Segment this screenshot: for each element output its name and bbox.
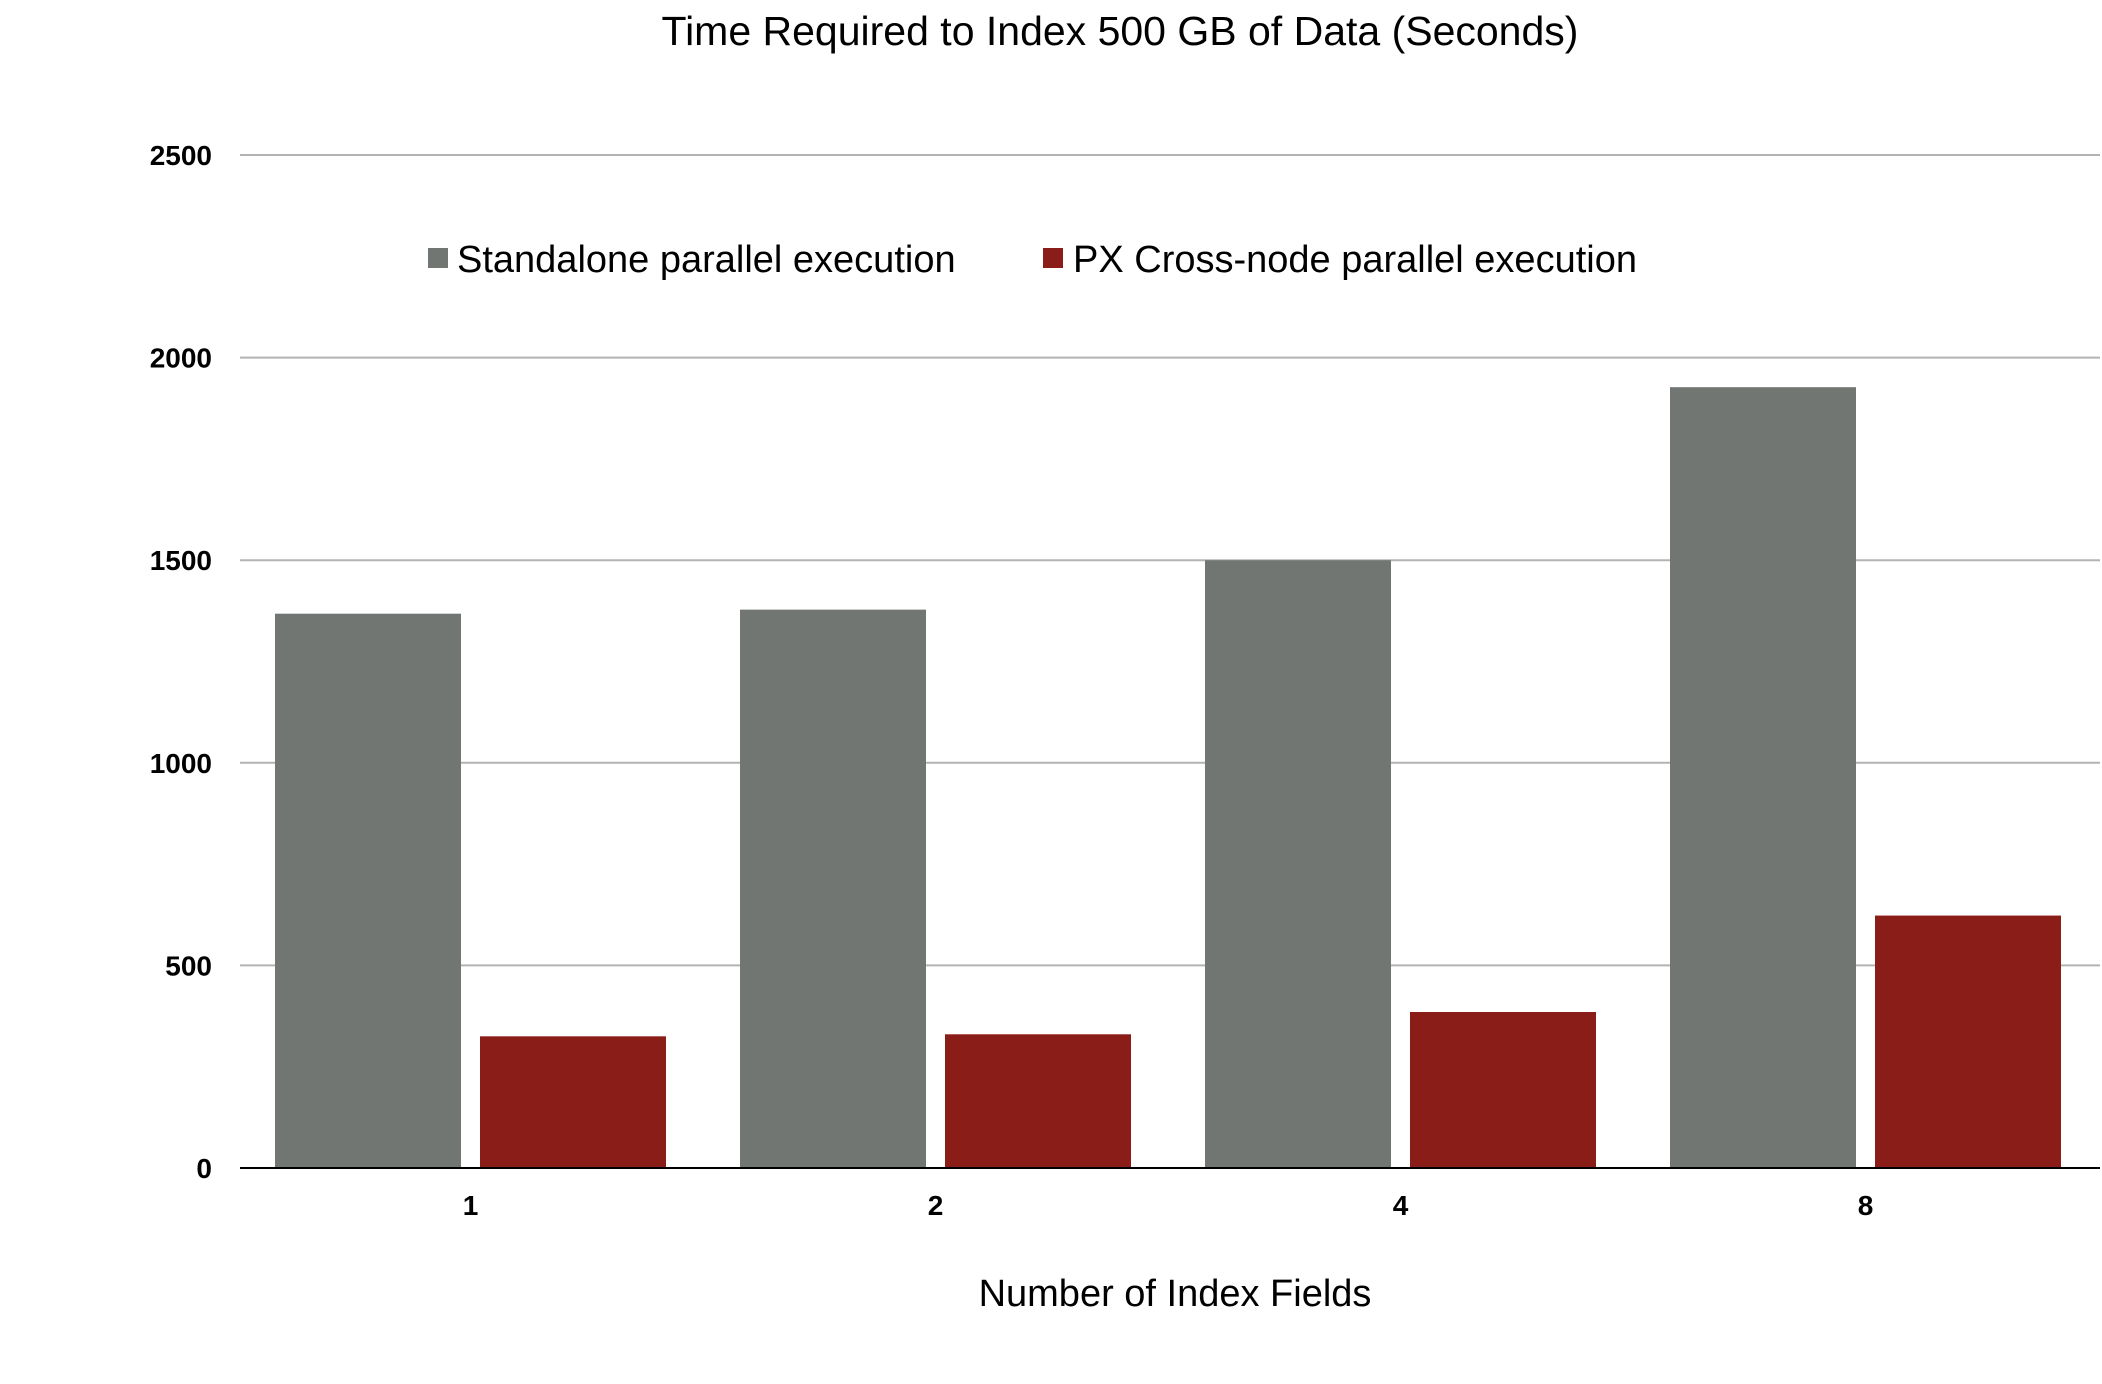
y-axis-ticks: 0 500 1000 1500 2000 2500	[150, 140, 212, 1184]
legend-label: PX Cross-node parallel execution	[1073, 239, 1637, 281]
y-tick-label: 1000	[150, 748, 212, 779]
x-axis-ticks: 1 2 4 8	[463, 1190, 1874, 1221]
y-tick-label: 2500	[150, 140, 212, 171]
bar-standalone-8	[1670, 387, 1856, 1169]
chart-title: Time Required to Index 500 GB of Data (S…	[662, 8, 1579, 54]
bar-standalone-4	[1205, 560, 1391, 1168]
y-tick-label: 500	[165, 950, 212, 981]
bars	[275, 387, 2061, 1169]
x-tick-label: 4	[1393, 1190, 1409, 1221]
bar-standalone-2	[740, 609, 926, 1168]
legend-swatch	[428, 248, 448, 268]
x-axis-title: Number of Index Fields	[979, 1273, 1372, 1315]
y-tick-label: 2000	[150, 343, 212, 374]
x-tick-label: 2	[928, 1190, 944, 1221]
bar-px-cross-node-8	[1875, 915, 2061, 1168]
bar-px-cross-node-2	[945, 1034, 1131, 1168]
legend-swatch	[1043, 248, 1063, 268]
bar-px-cross-node-1	[480, 1036, 666, 1168]
x-tick-label: 8	[1858, 1190, 1874, 1221]
y-tick-label: 1500	[150, 545, 212, 576]
bar-standalone-1	[275, 613, 461, 1168]
x-tick-label: 1	[463, 1190, 479, 1221]
legend-label: Standalone parallel execution	[457, 239, 956, 281]
legend: Standalone parallel execution PX Cross-no…	[428, 239, 1637, 281]
y-tick-label: 0	[196, 1153, 212, 1184]
bar-px-cross-node-4	[1410, 1011, 1596, 1168]
